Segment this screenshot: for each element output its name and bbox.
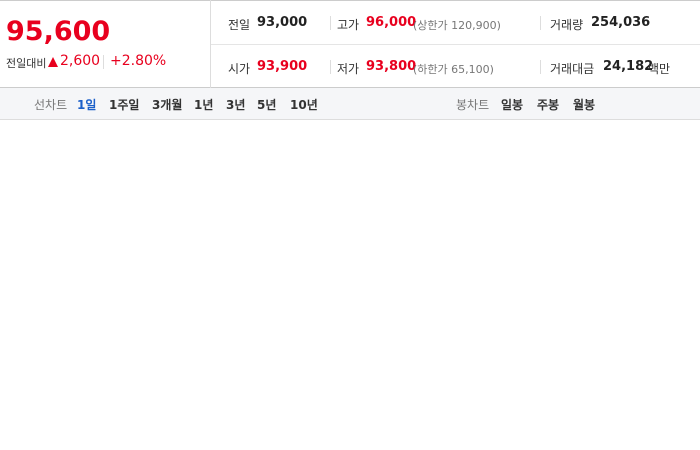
stat-label: 고가 xyxy=(337,18,360,32)
tab[interactable]: 3개월 xyxy=(152,98,183,112)
divider xyxy=(210,0,211,88)
stat-label: 전일 xyxy=(228,18,251,32)
tab[interactable]: 10년 xyxy=(290,98,318,112)
sep xyxy=(540,60,541,74)
stat-note: (상한가 120,900) xyxy=(413,19,501,32)
up-icon: 92,48193,35894,23695,11395,990거래량02/0802… xyxy=(48,57,58,67)
sep xyxy=(330,16,331,30)
header xyxy=(0,0,700,88)
stat-value: 24,182 xyxy=(603,59,654,74)
tab-bar xyxy=(0,88,700,120)
sep xyxy=(540,16,541,30)
tab-group-label: 선차트 xyxy=(34,98,68,112)
sep xyxy=(330,60,331,74)
sep xyxy=(103,55,104,69)
tab[interactable]: 월봉 xyxy=(573,98,596,112)
stat-unit: 백만 xyxy=(648,62,671,76)
tab[interactable]: 5년 xyxy=(257,98,277,112)
stat-value: 96,000 xyxy=(366,15,417,30)
stat-value: 93,800 xyxy=(366,59,417,74)
stat-label: 거래량 xyxy=(550,18,584,32)
stat-value: 93,000 xyxy=(257,15,308,30)
tab[interactable]: 1년 xyxy=(194,98,214,112)
stat-label: 시가 xyxy=(228,62,251,76)
stat-label: 거래대금 xyxy=(550,62,595,76)
chart xyxy=(0,120,700,450)
divider xyxy=(211,44,700,45)
tab[interactable]: 주봉 xyxy=(537,98,560,112)
tab[interactable]: 3년 xyxy=(226,98,246,112)
change: 2,600 xyxy=(60,53,101,69)
tab[interactable]: 일봉 xyxy=(501,98,524,112)
change-pct: +2.80% xyxy=(110,53,167,69)
tab[interactable]: 1일 xyxy=(77,98,97,112)
tab[interactable]: 1주일 xyxy=(109,98,140,112)
price: 95,600 xyxy=(6,16,111,47)
change-label: 전일대비 xyxy=(6,57,47,70)
tab-group-label: 봉차트 xyxy=(456,98,490,112)
stat-note: (하한가 65,100) xyxy=(413,63,494,76)
stat-value: 254,036 xyxy=(591,15,651,30)
stat-value: 93,900 xyxy=(257,59,308,74)
stat-label: 저가 xyxy=(337,62,360,76)
